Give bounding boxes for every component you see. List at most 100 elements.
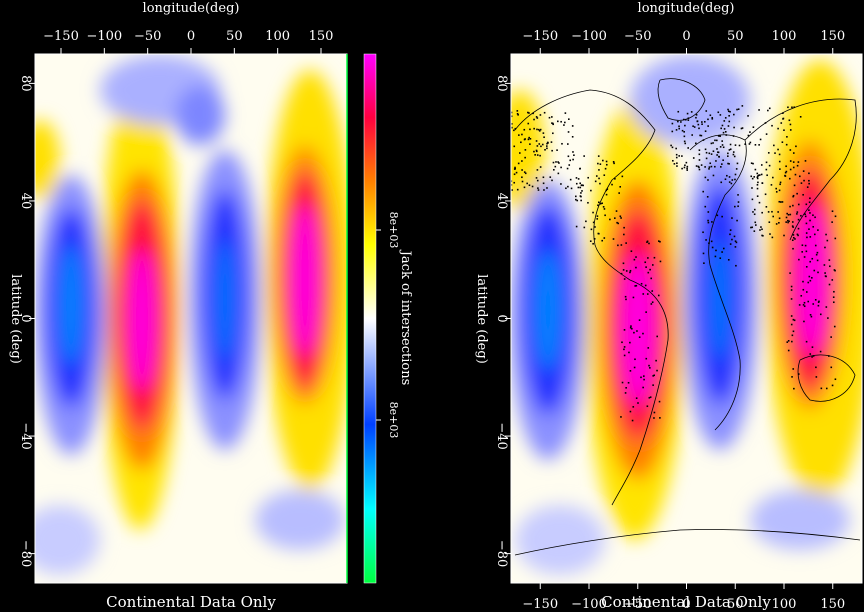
station-point (621, 381, 624, 384)
station-point (797, 373, 800, 375)
station-point (819, 350, 822, 353)
x-tick-label: −150 (522, 29, 558, 44)
station-point (548, 116, 551, 119)
station-point (765, 161, 768, 164)
station-point (789, 149, 792, 151)
station-point (543, 136, 545, 139)
station-point (646, 293, 649, 295)
station-point (695, 114, 698, 116)
station-point (653, 411, 656, 414)
station-point (624, 295, 627, 298)
station-point (592, 221, 595, 224)
station-point (728, 163, 730, 165)
station-point (777, 127, 779, 130)
station-point (652, 384, 654, 386)
x-tick-label: 0 (682, 29, 690, 44)
y-tick-label: 80 (494, 75, 509, 92)
station-point (771, 124, 773, 127)
station-point (568, 164, 571, 166)
station-point (758, 174, 761, 176)
y-tick-label: −80 (494, 540, 509, 567)
station-point (511, 180, 513, 183)
station-point (524, 156, 526, 159)
x-tick-label: 50 (727, 29, 744, 44)
station-point (583, 155, 585, 157)
station-point (788, 119, 791, 122)
station-point (790, 323, 793, 326)
station-point (831, 384, 834, 387)
station-point (537, 187, 539, 189)
right-caption: Continental Data Only (601, 593, 771, 611)
station-point (604, 214, 606, 217)
station-point (681, 167, 683, 170)
station-point (790, 289, 793, 291)
station-point (653, 256, 656, 259)
station-point (741, 127, 744, 129)
station-point (571, 135, 574, 138)
station-point (529, 128, 531, 131)
left-x-axis-title: longitude(deg) (143, 1, 240, 16)
station-point (764, 122, 767, 124)
station-point (730, 182, 733, 185)
station-point (619, 186, 622, 188)
station-point (656, 335, 658, 338)
station-point (675, 129, 678, 131)
station-point (552, 132, 554, 135)
x-tick-label-bottom: 150 (820, 597, 845, 612)
station-point (599, 202, 602, 205)
station-point (623, 226, 625, 229)
station-point (785, 216, 788, 219)
station-point (577, 178, 580, 180)
station-point (796, 211, 799, 213)
station-point (544, 148, 546, 151)
station-point (734, 178, 736, 181)
station-point (768, 107, 771, 110)
station-point (620, 244, 623, 246)
station-point (686, 112, 689, 115)
station-point (535, 177, 538, 179)
station-point (623, 329, 626, 331)
station-point (511, 189, 513, 191)
station-point (552, 123, 554, 126)
station-point (534, 154, 536, 156)
station-point (800, 182, 803, 184)
station-point (521, 180, 524, 183)
station-point (567, 155, 570, 158)
station-point (524, 149, 527, 151)
station-point (572, 158, 574, 161)
station-point (824, 246, 826, 249)
station-point (737, 194, 739, 196)
station-point (766, 174, 768, 177)
station-point (678, 155, 680, 157)
station-point (783, 234, 785, 237)
station-point (797, 234, 799, 237)
station-point (751, 198, 754, 201)
station-point (683, 135, 686, 138)
station-point (700, 164, 703, 166)
station-point (546, 142, 548, 145)
station-point (651, 301, 654, 304)
station-point (523, 128, 526, 131)
station-point (792, 330, 795, 333)
station-point (521, 160, 523, 162)
station-point (592, 242, 594, 245)
station-point (782, 112, 784, 114)
station-point (780, 122, 783, 124)
station-point (715, 249, 717, 252)
station-point (524, 138, 526, 140)
station-point (792, 195, 794, 198)
station-point (707, 211, 710, 213)
station-point (805, 232, 808, 234)
station-point (796, 192, 798, 195)
station-point (630, 250, 633, 253)
station-point (652, 375, 654, 377)
x-tick-label: 150 (820, 29, 845, 44)
station-point (708, 168, 710, 170)
station-point (722, 146, 725, 149)
station-point (708, 152, 711, 155)
station-point (782, 118, 784, 120)
station-point (606, 188, 609, 190)
station-point (767, 109, 769, 112)
station-point (568, 118, 570, 120)
station-point (727, 162, 729, 165)
